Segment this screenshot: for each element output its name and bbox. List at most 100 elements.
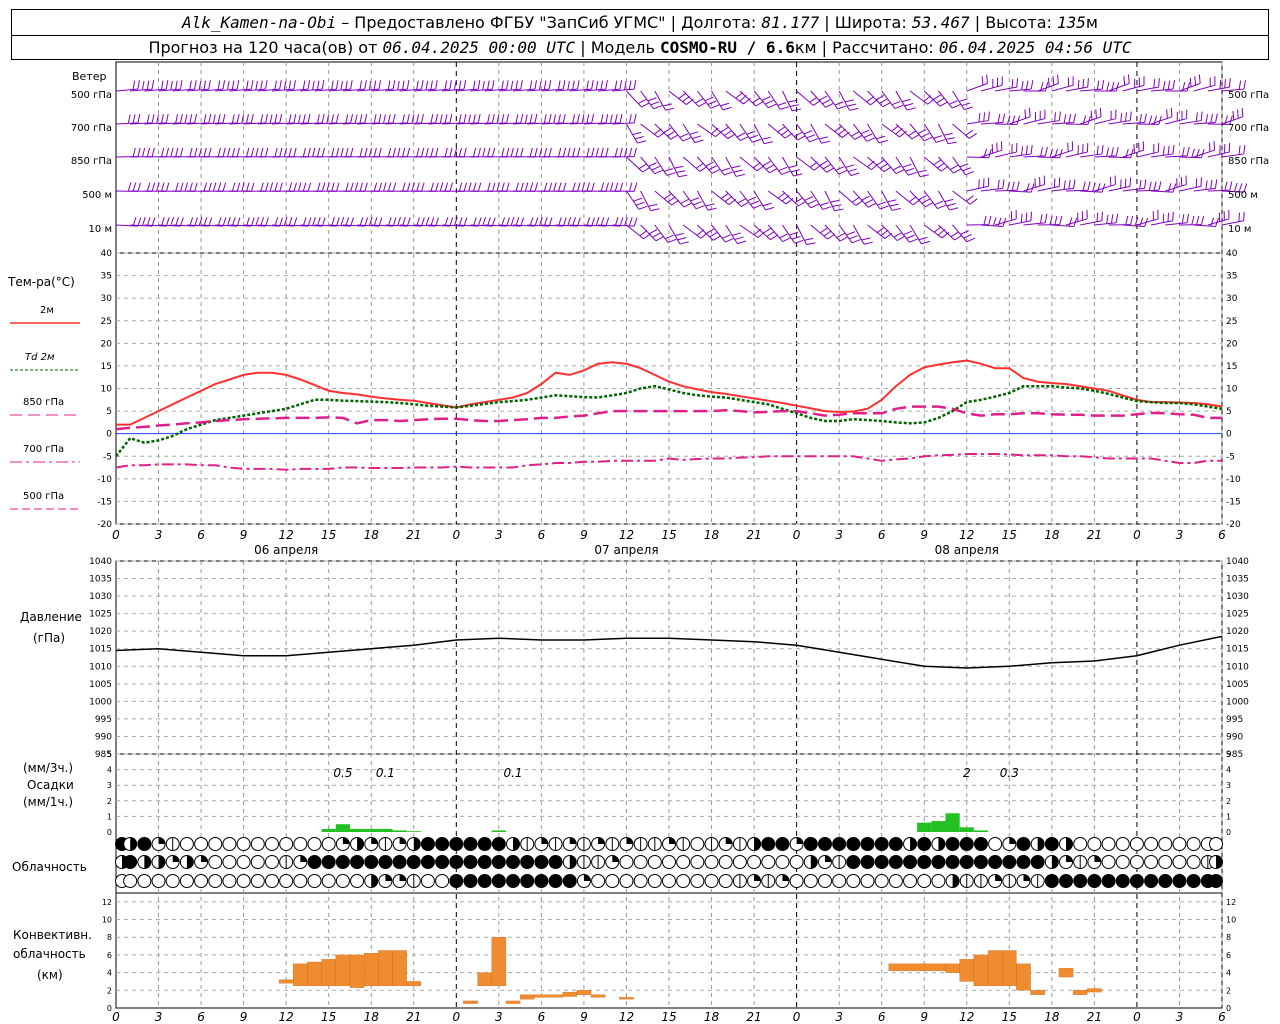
wind-barb bbox=[626, 156, 651, 173]
wind-barb bbox=[725, 156, 745, 177]
wind-barb bbox=[1193, 113, 1218, 125]
cloud-symbol bbox=[917, 837, 932, 851]
wind-barb-feather bbox=[923, 136, 933, 142]
cloud-circle bbox=[1030, 855, 1045, 869]
wind-barb bbox=[1150, 107, 1173, 125]
time-tick-bottom: 0 bbox=[112, 1010, 120, 1024]
cloud-circle bbox=[945, 837, 960, 851]
wind-barb bbox=[300, 216, 326, 227]
wind-barb-feather bbox=[472, 217, 477, 227]
wind-barb-feather bbox=[781, 129, 790, 136]
cloud-symbol bbox=[222, 874, 237, 888]
wind-barb bbox=[314, 113, 339, 125]
cloud-symbol bbox=[1030, 874, 1045, 888]
wind-barb-feather bbox=[203, 217, 208, 227]
cloud-symbol bbox=[151, 837, 166, 851]
wind-barb-shaft bbox=[413, 224, 436, 227]
pres-tick-left: 1000 bbox=[89, 697, 112, 707]
cloud-symbol bbox=[194, 837, 209, 851]
wind-barb-feather bbox=[180, 113, 183, 123]
wind-barb-feather bbox=[231, 114, 235, 124]
wind-barb bbox=[1023, 146, 1048, 158]
wind-barb bbox=[1094, 109, 1117, 125]
cloud-symbol bbox=[690, 837, 705, 851]
cloud-circle bbox=[591, 874, 606, 888]
pres-tick-right: 1025 bbox=[1226, 610, 1249, 620]
time-tick: 3 bbox=[1176, 528, 1184, 542]
conv-tick-left: 8 bbox=[107, 933, 112, 942]
wind-barb bbox=[995, 143, 1018, 158]
wind-barb-feather bbox=[725, 237, 734, 243]
wind-barb-feather bbox=[595, 147, 599, 157]
wind-barb-feather bbox=[534, 182, 538, 192]
wind-barb-feather bbox=[992, 217, 997, 227]
time-tick-bottom: 6 bbox=[197, 1010, 205, 1024]
wind-barb-feather bbox=[634, 136, 644, 140]
wind-barb-feather bbox=[132, 182, 137, 192]
wind-barb-feather bbox=[336, 217, 340, 227]
wind-barb-feather bbox=[895, 169, 905, 175]
wind-barb-shaft bbox=[569, 224, 592, 227]
wind-barb bbox=[682, 190, 705, 210]
wind-barb bbox=[1207, 78, 1231, 92]
wind-barb-feather bbox=[965, 129, 974, 136]
wind-barb-shaft bbox=[286, 122, 309, 125]
wind-barb-shaft bbox=[725, 224, 738, 244]
cloud-circle bbox=[647, 874, 662, 888]
wind-barb-feather bbox=[794, 239, 804, 244]
wind-barb-feather bbox=[1110, 214, 1114, 224]
wind-barb-shaft bbox=[342, 122, 365, 125]
prec-tick-left: 1 bbox=[107, 812, 112, 821]
wind-barb-feather bbox=[1228, 78, 1231, 88]
wind-barb-feather bbox=[997, 113, 1001, 123]
wind-barb-shaft bbox=[115, 88, 138, 92]
cloud-circle bbox=[179, 837, 194, 851]
wind-barb-shaft bbox=[654, 156, 668, 176]
wind-barb-feather bbox=[822, 163, 832, 170]
precip-bar bbox=[378, 828, 393, 832]
wind-barb-feather bbox=[705, 228, 715, 234]
wind-barb-feather bbox=[838, 128, 846, 135]
wind-barb-feather bbox=[949, 207, 959, 211]
cloud-symbol bbox=[1129, 855, 1144, 869]
conv-tick-left: 10 bbox=[102, 916, 112, 925]
wind-barb-shaft bbox=[144, 224, 167, 227]
wind-barb bbox=[1193, 179, 1218, 192]
cloud-half bbox=[569, 855, 577, 869]
wind-barb-shaft bbox=[1193, 187, 1216, 192]
wind-barb bbox=[1051, 179, 1076, 192]
wind-barb-shaft bbox=[767, 190, 787, 205]
cloud-symbol bbox=[591, 837, 606, 851]
wind-barb-shaft bbox=[994, 218, 1017, 226]
cloud-circle bbox=[1158, 855, 1173, 869]
wind-barb-shaft bbox=[328, 122, 351, 125]
wind-barb-feather bbox=[402, 80, 405, 90]
wind-barb-shaft bbox=[966, 156, 989, 159]
cloud-symbol bbox=[874, 855, 889, 869]
cloud-circle bbox=[321, 837, 336, 851]
wind-barb-feather bbox=[1002, 179, 1005, 189]
wind-barb-feather bbox=[591, 147, 595, 157]
cloud-quarter bbox=[371, 837, 378, 844]
wind-barb-shaft bbox=[1207, 189, 1230, 192]
wind-barb-feather bbox=[189, 114, 193, 124]
wind-barb-feather bbox=[577, 113, 580, 123]
wind-barb-feather bbox=[506, 217, 510, 227]
wind-barb-shaft bbox=[810, 123, 822, 144]
wind-barb-feather bbox=[624, 80, 627, 91]
prec-tick-right: 4 bbox=[1226, 766, 1231, 775]
wind-barb-shaft bbox=[1051, 187, 1074, 192]
cloud-symbol bbox=[647, 837, 662, 851]
wind-barb-shaft bbox=[1080, 116, 1102, 125]
wind-barb-feather bbox=[747, 196, 756, 202]
wind-barb-feather bbox=[941, 231, 950, 239]
cloud-symbol bbox=[250, 874, 265, 888]
wind-barb-shaft bbox=[1165, 184, 1187, 192]
wind-barb-feather bbox=[246, 80, 249, 90]
wind-barb-feather bbox=[1025, 145, 1028, 155]
cloud-symbol bbox=[477, 837, 492, 851]
wind-barb-feather bbox=[866, 137, 876, 142]
wind-barb-feather bbox=[458, 182, 463, 192]
cloud-symbol bbox=[576, 837, 591, 851]
wind-barb-feather bbox=[1002, 113, 1006, 123]
